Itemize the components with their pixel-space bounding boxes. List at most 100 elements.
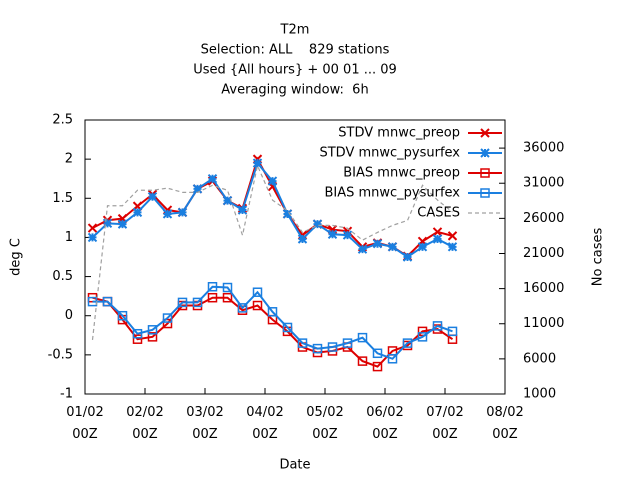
data-point: [132, 207, 143, 218]
marker-shape: [480, 188, 490, 198]
y2-tick-label: 31000: [523, 176, 564, 191]
data-point: [327, 342, 338, 352]
marker-shape: [402, 338, 413, 348]
marker-shape: [480, 168, 490, 178]
marker-shape: [402, 252, 413, 262]
data-point: [447, 326, 458, 337]
marker-shape: [207, 292, 218, 303]
marker-shape: [327, 229, 338, 240]
data-point: [222, 195, 233, 206]
data-point: [252, 300, 263, 311]
marker-shape: [372, 348, 383, 359]
marker-shape: [177, 297, 188, 308]
y-tick-label: 2.5: [52, 113, 73, 128]
data-point: [102, 218, 113, 229]
marker-shape: [297, 338, 308, 348]
y-tick-label: 2: [65, 152, 73, 167]
marker-shape: [237, 303, 248, 313]
data-point: [132, 334, 143, 344]
data-point: [207, 281, 218, 292]
marker-shape: [162, 318, 173, 329]
marker-shape: [162, 209, 173, 219]
marker-shape: [357, 356, 368, 366]
data-point: [312, 343, 323, 354]
y-tick-label: -0.5: [48, 347, 73, 362]
data-point: [237, 205, 248, 215]
series-line: [91, 163, 453, 340]
data-point: [147, 332, 158, 342]
marker-shape: [87, 223, 98, 233]
data-point: [417, 242, 428, 252]
legend-marker: [480, 168, 490, 178]
marker-shape: [252, 300, 263, 311]
y2-tick-label: 16000: [523, 281, 564, 296]
marker-shape: [237, 205, 248, 215]
marker-shape: [222, 292, 233, 303]
data-point: [147, 192, 158, 202]
chart-subtitle: Used {All hours} + 00 01 ... 09: [193, 63, 397, 78]
marker-shape: [222, 195, 233, 206]
y-axis-label: deg C: [9, 238, 24, 276]
x-tick-label: 06/02 00Z: [366, 405, 403, 442]
data-point: [222, 282, 233, 293]
marker-shape: [132, 328, 143, 339]
marker-shape: [252, 158, 263, 168]
data-point: [387, 242, 398, 252]
marker-shape: [117, 219, 128, 229]
marker-shape: [87, 232, 98, 243]
legend-label: BIAS mnwc_pysurfex: [324, 186, 460, 201]
y-tick-label: -1: [60, 387, 73, 402]
x-tick-label: 04/02 00Z: [246, 405, 283, 442]
marker-shape: [102, 218, 113, 229]
data-point: [402, 252, 413, 262]
data-point: [417, 332, 428, 342]
y2-tick-label: 6000: [523, 351, 556, 366]
data-point: [372, 238, 383, 249]
marker-shape: [147, 332, 158, 342]
x-tick-label: 02/02 00Z: [126, 405, 163, 442]
y2-axis-label: No cases: [591, 228, 606, 287]
data-point: [357, 356, 368, 366]
data-point: [342, 338, 353, 348]
data-point: [252, 158, 263, 168]
chart-subtitle: Selection: ALL 829 stations: [201, 43, 390, 58]
marker-shape: [132, 334, 143, 344]
y-tick-label: 0: [65, 308, 73, 323]
chart-title: T2m: [280, 23, 310, 38]
legend-marker: [480, 188, 490, 198]
data-point: [87, 232, 98, 243]
marker-shape: [312, 343, 323, 354]
data-point: [267, 176, 278, 186]
data-point: [267, 307, 278, 317]
data-point: [192, 297, 203, 308]
marker-shape: [372, 238, 383, 249]
marker-shape: [432, 227, 443, 237]
data-point: [297, 234, 308, 244]
data-point: [342, 230, 353, 240]
marker-shape: [282, 209, 293, 219]
data-point: [432, 234, 443, 244]
data-point: [432, 321, 443, 331]
data-point: [357, 332, 368, 343]
data-point: [372, 348, 383, 359]
legend-label: STDV mnwc_pysurfex: [319, 146, 460, 161]
data-point: [387, 354, 398, 364]
marker-shape: [357, 244, 368, 254]
legend-label: STDV mnwc_preop: [338, 126, 460, 141]
marker-shape: [417, 326, 428, 337]
data-point: [192, 184, 203, 194]
legend-marker: [480, 128, 490, 138]
marker-shape: [480, 148, 490, 158]
marker-shape: [342, 230, 353, 240]
y-tick-label: 1: [65, 230, 73, 245]
data-point: [402, 338, 413, 348]
y2-tick-label: 36000: [523, 141, 564, 156]
marker-shape: [282, 322, 293, 333]
data-point: [162, 318, 173, 329]
data-point: [102, 296, 113, 307]
y2-tick-label: 1000: [523, 387, 556, 402]
x-axis-label: Date: [279, 458, 310, 473]
data-point: [357, 244, 368, 254]
